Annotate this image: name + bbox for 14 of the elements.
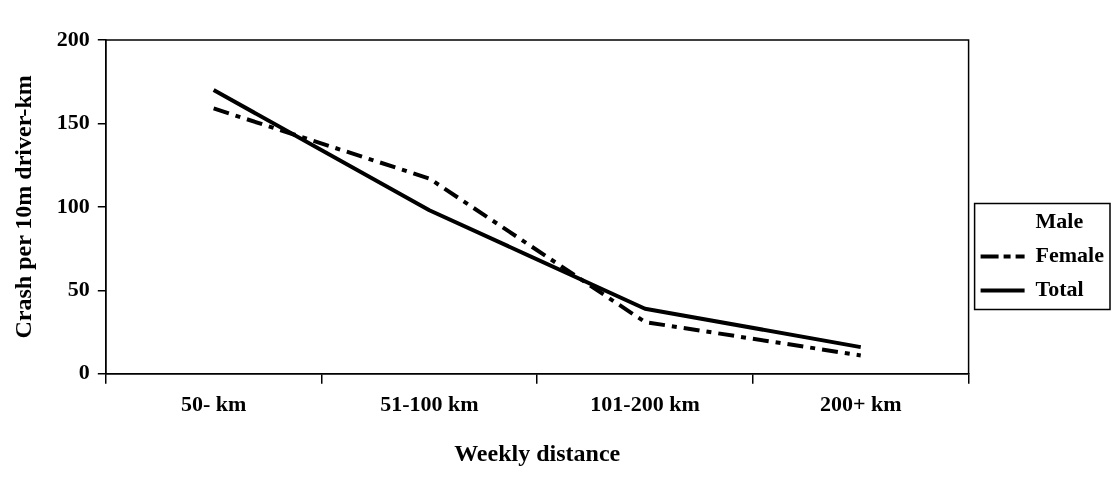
y-tick-label: 50 — [67, 276, 90, 302]
y-tick-label: 100 — [56, 192, 90, 218]
legend-label: Female — [1035, 242, 1105, 268]
legend-label: Total — [1035, 276, 1084, 302]
x-tick-label: 50- km — [180, 390, 247, 416]
text: Male — [1035, 208, 1084, 234]
x-tick-label: 51-100 km — [380, 390, 479, 416]
x-axis-title: Weekly distance — [454, 439, 621, 466]
x-tick-label: 101-200 km — [590, 390, 700, 416]
y-tick-label: 200 — [56, 25, 90, 51]
y-tick-label: 150 — [56, 109, 90, 135]
y-axis-title: Crash per 10m driver-km — [9, 75, 36, 339]
y-tick-label: 0 — [78, 359, 90, 385]
x-tick-label: 200+ km — [819, 390, 902, 416]
